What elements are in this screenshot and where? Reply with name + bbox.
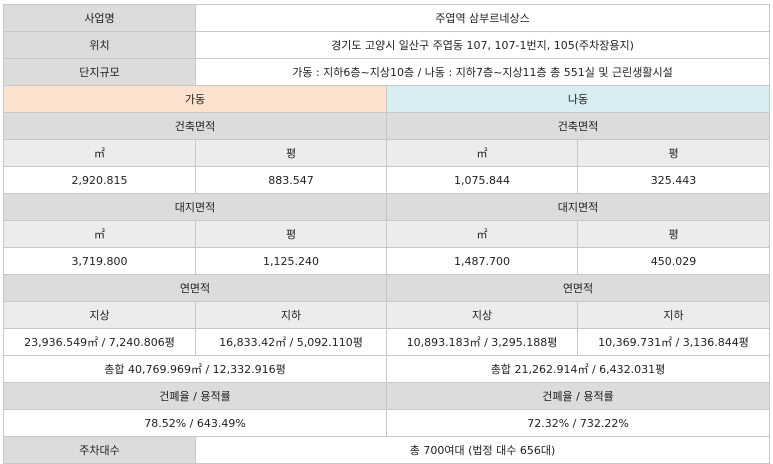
na-land-area-py: 450.029: [577, 247, 770, 275]
na-land-area-sqm-unit: ㎡: [386, 220, 578, 248]
building-area-value-row: 2,920.815 883.547 1,075.844 325.443: [3, 166, 770, 194]
na-building-area-py-unit: 평: [577, 139, 770, 167]
na-floor-below: 10,369.731㎡ / 3,136.844평: [577, 328, 770, 356]
floor-area-value-row: 23,936.549㎡ / 7,240.806평 16,833.42㎡ / 5,…: [3, 328, 770, 356]
parking-row: 주차대수 총 700여대 (법정 대수 656대): [3, 436, 770, 464]
scale-value: 가동 : 지하6층~지상10층 / 나동 : 지하7층~지상11층 총 551실…: [195, 58, 770, 86]
scale-row: 단지규모 가동 : 지하6층~지상10층 / 나동 : 지하7층~지상11층 총…: [3, 58, 770, 86]
ga-building-area-py: 883.547: [195, 166, 387, 194]
floor-area-header-row: 연면적 연면적: [3, 274, 770, 302]
building-area-unit-row: ㎡ 평 ㎡ 평: [3, 139, 770, 167]
floor-area-level-row: 지상 지하 지상 지하: [3, 301, 770, 329]
ga-land-area-label: 대지면적: [3, 193, 387, 221]
project-info-table: 사업명 주엽역 삼부르네상스 위치 경기도 고양시 일산구 주엽동 107, 1…: [3, 4, 770, 464]
na-land-area-sqm: 1,487.700: [386, 247, 578, 275]
project-name-value: 주엽역 삼부르네상스: [195, 4, 770, 32]
na-ratio-label: 건폐율 / 용적률: [386, 382, 770, 410]
ga-ratio: 78.52% / 643.49%: [3, 409, 387, 437]
location-row: 위치 경기도 고양시 일산구 주엽동 107, 107-1번지, 105(주차장…: [3, 31, 770, 59]
location-label: 위치: [3, 31, 196, 59]
na-floor-area-label: 연면적: [386, 274, 770, 302]
na-building-area-sqm-unit: ㎡: [386, 139, 578, 167]
ga-above-label: 지상: [3, 301, 196, 329]
ratio-header-row: 건폐율 / 용적률 건폐율 / 용적률: [3, 382, 770, 410]
parking-label: 주차대수: [3, 436, 196, 464]
land-area-value-row: 3,719.800 1,125.240 1,487.700 450.029: [3, 247, 770, 275]
land-area-header-row: 대지면적 대지면적: [3, 193, 770, 221]
na-floor-above: 10,893.183㎡ / 3,295.188평: [386, 328, 578, 356]
na-ratio: 72.32% / 732.22%: [386, 409, 770, 437]
ga-below-label: 지하: [195, 301, 387, 329]
ga-floor-area-label: 연면적: [3, 274, 387, 302]
na-building-area-py: 325.443: [577, 166, 770, 194]
scale-label: 단지규모: [3, 58, 196, 86]
na-floor-total: 총합 21,262.914㎡ / 6,432.031평: [386, 355, 770, 383]
land-area-unit-row: ㎡ 평 ㎡ 평: [3, 220, 770, 248]
floor-area-total-row: 총합 40,769.969㎡ / 12,332.916평 총합 21,262.9…: [3, 355, 770, 383]
ga-ratio-label: 건폐율 / 용적률: [3, 382, 387, 410]
building-area-header-row: 건축면적 건축면적: [3, 112, 770, 140]
ga-floor-above: 23,936.549㎡ / 7,240.806평: [3, 328, 196, 356]
ga-building-area-label: 건축면적: [3, 112, 387, 140]
project-name-row: 사업명 주엽역 삼부르네상스: [3, 4, 770, 32]
location-value: 경기도 고양시 일산구 주엽동 107, 107-1번지, 105(주차장용지): [195, 31, 770, 59]
building-ga-header: 가동: [3, 85, 387, 113]
ga-land-area-py: 1,125.240: [195, 247, 387, 275]
ga-floor-total: 총합 40,769.969㎡ / 12,332.916평: [3, 355, 387, 383]
na-land-area-label: 대지면적: [386, 193, 770, 221]
ratio-value-row: 78.52% / 643.49% 72.32% / 732.22%: [3, 409, 770, 437]
building-na-header: 나동: [386, 85, 770, 113]
parking-value: 총 700여대 (법정 대수 656대): [195, 436, 770, 464]
na-building-area-label: 건축면적: [386, 112, 770, 140]
na-building-area-sqm: 1,075.844: [386, 166, 578, 194]
ga-land-area-py-unit: 평: [195, 220, 387, 248]
na-below-label: 지하: [577, 301, 770, 329]
ga-building-area-sqm-unit: ㎡: [3, 139, 196, 167]
na-above-label: 지상: [386, 301, 578, 329]
ga-land-area-sqm: 3,719.800: [3, 247, 196, 275]
ga-building-area-sqm: 2,920.815: [3, 166, 196, 194]
ga-building-area-py-unit: 평: [195, 139, 387, 167]
building-header-row: 가동 나동: [3, 85, 770, 113]
ga-floor-below: 16,833.42㎡ / 5,092.110평: [195, 328, 387, 356]
project-name-label: 사업명: [3, 4, 196, 32]
ga-land-area-sqm-unit: ㎡: [3, 220, 196, 248]
na-land-area-py-unit: 평: [577, 220, 770, 248]
